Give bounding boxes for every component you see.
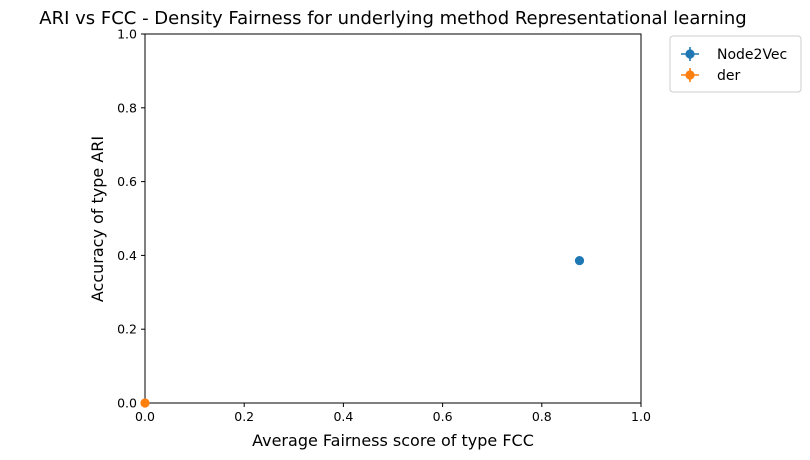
x-tick-label: 0.6 (433, 409, 453, 424)
x-tick-label: 1.0 (631, 409, 651, 424)
legend-marker (685, 70, 695, 80)
y-axis-label: Accuracy of type ARI (88, 136, 107, 302)
legend-label: Node2Vec (717, 47, 787, 63)
data-points (140, 255, 585, 408)
legend: Node2Vec der (669, 35, 802, 93)
y-tick-label: 0.8 (117, 100, 137, 115)
x-axis-ticks: 0.0 0.2 0.4 0.6 0.8 1.0 (135, 403, 651, 424)
y-tick-label: 0.0 (117, 396, 137, 411)
x-tick-label: 0.4 (333, 409, 353, 424)
legend-label: der (717, 68, 741, 84)
x-axis-label: Average Fairness score of type FCC (252, 431, 534, 450)
legend-box (669, 35, 802, 93)
y-tick-label: 1.0 (117, 27, 137, 42)
y-axis-ticks: 0.0 0.2 0.4 0.6 0.8 1.0 (117, 27, 145, 411)
y-tick-label: 0.6 (117, 174, 137, 189)
x-tick-label: 0.0 (135, 409, 155, 424)
x-tick-label: 0.8 (532, 409, 552, 424)
x-tick-label: 0.2 (234, 409, 254, 424)
legend-marker (685, 49, 695, 59)
y-tick-label: 0.2 (117, 322, 137, 337)
point-der (140, 398, 150, 408)
y-tick-label: 0.4 (117, 248, 137, 263)
chart-title: ARI vs FCC - Density Fairness for underl… (39, 8, 746, 29)
plot-frame (144, 33, 642, 404)
point-node2vec (574, 255, 585, 266)
